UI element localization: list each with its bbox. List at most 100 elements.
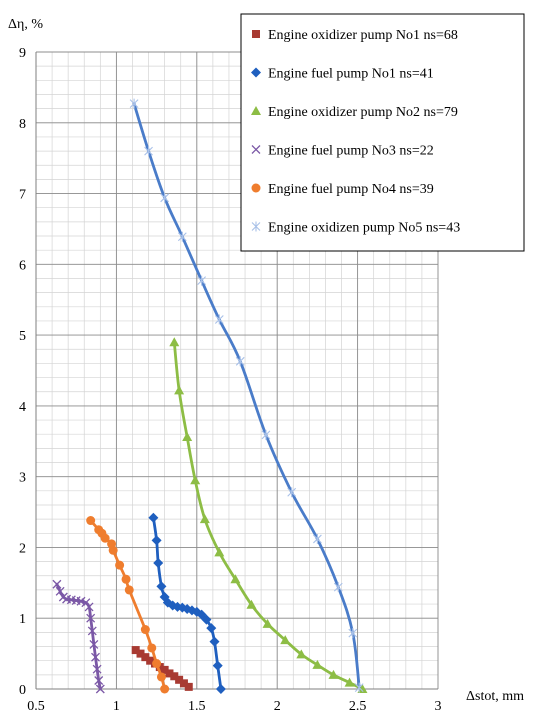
legend-label: Engine oxidizer pump No2 ns=79 [268, 105, 458, 120]
legend-label: Engine fuel pump No3 ns=22 [268, 144, 434, 159]
data-point-triangle [296, 649, 307, 659]
x-tick-label: 0.5 [27, 699, 45, 713]
legend-entry: Engine oxidizer pump No2 ns=79 [251, 105, 458, 120]
data-point-circle [140, 625, 150, 635]
series-6 [129, 98, 364, 693]
data-point-star [160, 192, 170, 203]
data-point-star [354, 682, 364, 693]
data-point-x [95, 684, 105, 694]
legend-entry: Engine fuel pump No1 ns=41 [251, 67, 434, 82]
data-point-square [136, 649, 145, 658]
x-tick-label: 3 [435, 699, 442, 713]
series-layer [52, 98, 368, 694]
data-point-triangle [251, 106, 261, 115]
legend-box [240, 13, 525, 252]
data-point-square [155, 663, 164, 672]
data-point-circle [124, 585, 134, 595]
data-point-square [175, 675, 184, 684]
data-point-circle [251, 183, 261, 193]
data-point-circle [152, 659, 162, 669]
data-point-square [131, 646, 140, 655]
data-point-triangle [174, 385, 185, 395]
data-point-square [141, 653, 150, 662]
legend-label: Engine fuel pump No4 ns=39 [268, 182, 434, 197]
data-point-triangle [312, 659, 323, 669]
data-point-star [261, 429, 271, 440]
data-point-star [144, 146, 153, 157]
legend-label: Engine fuel pump No1 ns=41 [268, 67, 434, 82]
data-point-triangle [262, 618, 273, 628]
y-tick-label: 7 [19, 188, 26, 203]
data-point-square [179, 679, 188, 688]
data-point-circle [108, 545, 118, 555]
x-tick-label: 1.5 [188, 699, 206, 713]
data-point-star [251, 221, 261, 232]
data-point-diamond [156, 581, 167, 592]
y-tick-labels: 0 1 2 3 4 5 6 7 8 9 [19, 46, 26, 698]
y-axis-title: Δη, % [8, 17, 43, 32]
y-tick-label: 5 [19, 329, 26, 344]
data-point-triangle [328, 669, 339, 679]
data-point-star [313, 533, 322, 544]
data-point-triangle [182, 432, 193, 442]
x-axis-title: Δstot, mm [466, 689, 524, 704]
data-point-triangle [357, 684, 368, 693]
y-tick-label: 2 [19, 541, 26, 556]
data-point-circle [156, 672, 166, 682]
data-point-x [84, 602, 94, 612]
data-point-circle [100, 533, 110, 543]
data-point-star [214, 314, 224, 325]
legend-entry: Engine fuel pump No4 ns=39 [251, 182, 434, 197]
x-tick-label: 2 [274, 699, 281, 713]
y-tick-label: 3 [19, 471, 26, 486]
data-point-star [129, 98, 139, 109]
data-point-star [333, 582, 343, 593]
data-point-square [146, 656, 155, 665]
data-point-square [165, 669, 174, 678]
data-point-square [252, 30, 260, 38]
y-tick-label: 0 [19, 683, 26, 698]
series-4 [52, 579, 105, 694]
data-point-x [81, 598, 91, 608]
data-point-x [87, 626, 97, 636]
data-point-triangle [169, 337, 180, 347]
data-point-circle [86, 516, 96, 526]
data-point-x [94, 676, 104, 685]
y-tick-label: 8 [19, 117, 26, 132]
data-point-circle [121, 574, 131, 584]
data-point-diamond [201, 614, 212, 625]
data-point-x [91, 652, 100, 662]
series-2 [148, 512, 226, 694]
legend-entry: Engine fuel pump No3 ns=22 [251, 144, 434, 159]
data-point-diamond [209, 636, 220, 647]
data-point-square [170, 672, 179, 681]
data-point-triangle [199, 514, 210, 524]
data-point-circle [160, 684, 170, 694]
data-point-star [348, 628, 358, 639]
x-tick-labels: 0.5 1 1.5 2 2.5 3 [27, 699, 441, 713]
x-tick-label: 1 [113, 699, 120, 713]
data-point-x [89, 639, 99, 649]
series-3 [169, 337, 368, 693]
data-point-x [251, 145, 261, 154]
data-point-triangle [246, 599, 257, 609]
data-point-triangle [190, 475, 201, 485]
data-point-diamond [206, 623, 217, 634]
data-point-square [184, 682, 193, 691]
y-tick-label: 6 [19, 258, 26, 273]
data-point-square [160, 665, 169, 674]
data-point-diamond [148, 512, 159, 523]
data-point-star [177, 231, 187, 242]
x-tick-label: 2.5 [349, 699, 367, 713]
data-point-star [197, 275, 207, 286]
data-point-circle [115, 560, 125, 570]
data-point-x [55, 586, 65, 596]
data-point-diamond [215, 684, 226, 694]
legend: Engine oxidizer pump No1 ns=68 Engine fue… [240, 13, 525, 252]
data-point-diamond [151, 535, 162, 546]
data-point-diamond [153, 558, 164, 569]
data-point-star [287, 487, 297, 498]
y-tick-label: 4 [19, 400, 26, 415]
data-point-star [235, 356, 245, 367]
series-1 [131, 646, 193, 691]
